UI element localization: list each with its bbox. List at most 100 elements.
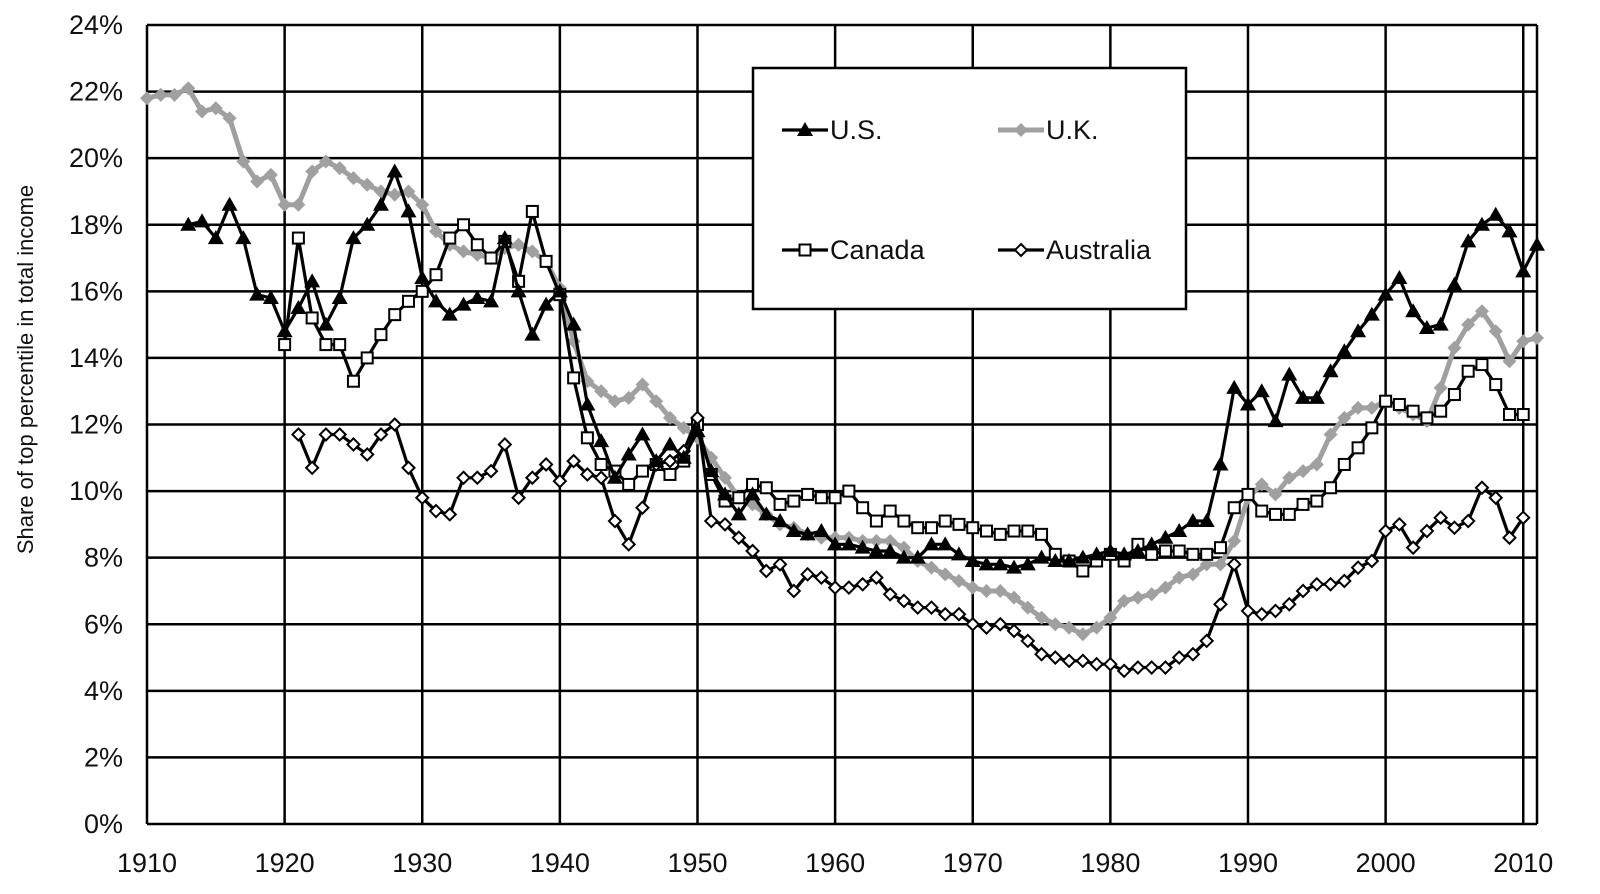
data-point-u-s	[1061, 552, 1078, 567]
data-point-canada	[1296, 497, 1310, 511]
series-australia	[290, 410, 1531, 679]
data-point-u-s	[441, 306, 458, 321]
data-point-canada	[787, 494, 801, 508]
data-point-canada	[1227, 501, 1241, 515]
data-point-u-s	[276, 323, 293, 338]
data-point-australia	[428, 503, 444, 519]
data-point-u-k	[594, 384, 609, 399]
data-point-australia	[1268, 603, 1283, 619]
data-point-u-s	[1363, 306, 1380, 321]
data-point-australia	[924, 600, 939, 616]
data-point-australia	[827, 580, 843, 596]
data-point-canada	[1145, 547, 1159, 561]
data-point-u-k	[607, 394, 622, 409]
data-point-u-s	[730, 506, 747, 521]
data-point-u-s	[1515, 263, 1532, 278]
data-point-australia	[786, 583, 802, 599]
data-point-u-s	[923, 536, 940, 551]
data-point-australia	[992, 616, 1008, 632]
x-axis-ticks: 1910 1920 1930 1940 1950 1960 1970 1980 1990 2000…	[117, 848, 1553, 878]
data-point-australia	[910, 600, 926, 616]
data-point-canada	[1269, 507, 1283, 521]
data-point-u-s	[565, 316, 582, 331]
data-point-u-s	[1006, 559, 1023, 574]
data-point-u-s	[1405, 303, 1422, 318]
data-point-australia	[965, 616, 981, 632]
data-point-australia	[456, 470, 471, 486]
data-point-u-k	[236, 154, 251, 169]
data-point-canada	[1365, 421, 1379, 435]
data-point-u-s	[455, 296, 472, 311]
data-point-canada	[1489, 378, 1503, 392]
data-point-australia	[731, 530, 747, 546]
data-point-canada	[291, 231, 305, 245]
data-point-australia	[1391, 516, 1407, 532]
data-point-u-k	[1254, 477, 1269, 492]
data-point-australia	[1502, 530, 1517, 546]
data-point-u-s	[703, 463, 720, 478]
data-point-u-s	[593, 433, 610, 448]
data-point-canada	[1337, 457, 1351, 471]
data-point-u-s	[538, 296, 555, 311]
data-point-u-k	[993, 583, 1008, 598]
data-point-australia	[1515, 510, 1531, 526]
data-point-u-s	[1253, 383, 1270, 398]
data-point-u-s	[772, 513, 789, 528]
data-point-canada	[594, 457, 608, 471]
data-point-canada	[732, 491, 746, 505]
data-point-u-s	[978, 556, 995, 571]
data-point-canada	[856, 501, 870, 515]
data-point-australia	[1144, 660, 1160, 675]
data-point-u-k	[1048, 617, 1063, 632]
data-point-u-s	[1212, 456, 1229, 471]
data-point-canada	[938, 514, 952, 528]
data-point-canada	[484, 251, 498, 265]
data-point-u-k	[1516, 334, 1531, 349]
data-point-australia	[1419, 523, 1435, 539]
y-tick-label: 2%	[84, 742, 123, 772]
data-point-canada	[1516, 408, 1530, 422]
data-point-canada	[801, 487, 815, 501]
data-point-australia	[635, 500, 650, 516]
data-point-u-k	[429, 224, 444, 239]
data-point-canada	[1324, 481, 1338, 495]
data-point-u-k	[676, 420, 691, 435]
data-point-canada	[1213, 541, 1227, 555]
data-point-u-k	[332, 161, 347, 176]
data-point-u-s	[1322, 363, 1339, 378]
data-point-australia	[1171, 650, 1187, 665]
data-point-canada	[415, 284, 429, 298]
data-point-u-k	[346, 171, 361, 186]
legend-item-u-s: U.S.	[782, 115, 883, 145]
data-point-australia	[483, 463, 499, 479]
legend-label-u-k: U.K.	[1046, 115, 1099, 145]
data-point-australia	[1130, 660, 1146, 675]
data-point-canada	[429, 268, 443, 282]
data-point-u-k	[896, 540, 911, 555]
data-point-u-k	[938, 567, 953, 582]
data-point-u-k	[208, 101, 223, 116]
data-point-u-k	[291, 197, 306, 212]
data-point-u-s	[249, 286, 266, 301]
data-point-australia	[290, 427, 306, 442]
data-point-u-k	[1075, 627, 1090, 642]
data-point-australia	[758, 563, 774, 579]
data-point-australia	[1309, 576, 1325, 592]
data-point-canada	[911, 521, 925, 535]
data-point-canada	[470, 238, 484, 252]
data-point-australia	[1116, 663, 1132, 679]
x-tick-label: 1960	[805, 848, 865, 878]
data-point-australia	[442, 506, 458, 522]
data-point-u-s	[414, 270, 431, 285]
data-point-australia	[1226, 556, 1242, 572]
y-tick-label: 24%	[69, 10, 123, 40]
legend-marker-australia	[1013, 242, 1029, 258]
data-point-canada	[1461, 364, 1475, 378]
x-tick-label: 1940	[530, 848, 590, 878]
data-point-canada	[1035, 527, 1049, 541]
data-point-u-k	[1103, 610, 1118, 625]
data-point-u-s	[290, 299, 307, 314]
data-point-australia	[1158, 660, 1173, 675]
data-point-canada	[1007, 524, 1021, 538]
